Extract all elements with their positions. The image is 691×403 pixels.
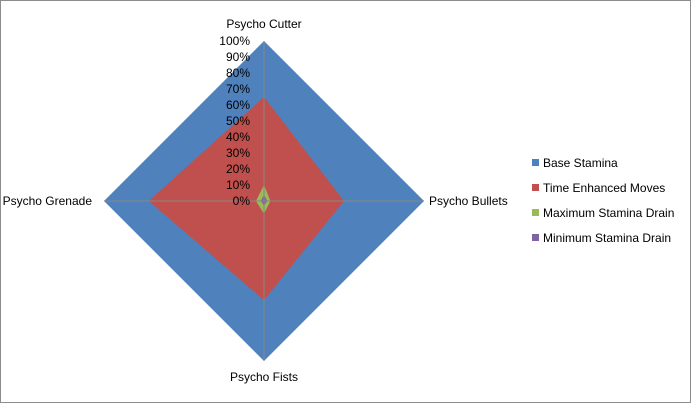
axis-layer <box>104 41 424 361</box>
tick-label: 90% <box>226 50 250 64</box>
tick-label: 60% <box>226 98 250 112</box>
tick-label: 40% <box>226 130 250 144</box>
legend-label-maximum-stamina-drain: Maximum Stamina Drain <box>543 206 674 220</box>
tick-label: 50% <box>226 114 250 128</box>
legend-swatch-minimum-stamina-drain <box>532 234 539 241</box>
legend-swatch-time-enhanced-moves <box>532 184 539 191</box>
legend: Base Stamina Time Enhanced Moves Maximum S… <box>532 156 674 245</box>
category-layer: Psycho Cutter Psycho Bullets Psycho Fists P… <box>3 17 508 384</box>
category-label-psycho-cutter: Psycho Cutter <box>226 17 301 31</box>
legend-label-time-enhanced-moves: Time Enhanced Moves <box>543 181 665 195</box>
tick-label: 20% <box>226 162 250 176</box>
category-label-psycho-grenade: Psycho Grenade <box>3 194 93 208</box>
series-area-time-enhanced-moves <box>148 97 344 301</box>
legend-label-base-stamina: Base Stamina <box>543 156 618 170</box>
tick-layer: 0% 10% 20% 30% 40% 50% 60% 70% 80% 90% 100% <box>219 34 250 208</box>
legend-label-minimum-stamina-drain: Minimum Stamina Drain <box>543 231 671 245</box>
tick-label: 30% <box>226 146 250 160</box>
tick-label: 80% <box>226 66 250 80</box>
legend-swatch-maximum-stamina-drain <box>532 209 539 216</box>
tick-label: 100% <box>219 34 250 48</box>
category-label-psycho-fists: Psycho Fists <box>230 370 298 384</box>
tick-label: 0% <box>233 194 251 208</box>
category-label-psycho-bullets: Psycho Bullets <box>429 194 508 208</box>
tick-label: 10% <box>226 178 250 192</box>
legend-swatch-base-stamina <box>532 159 539 166</box>
tick-label: 70% <box>226 82 250 96</box>
